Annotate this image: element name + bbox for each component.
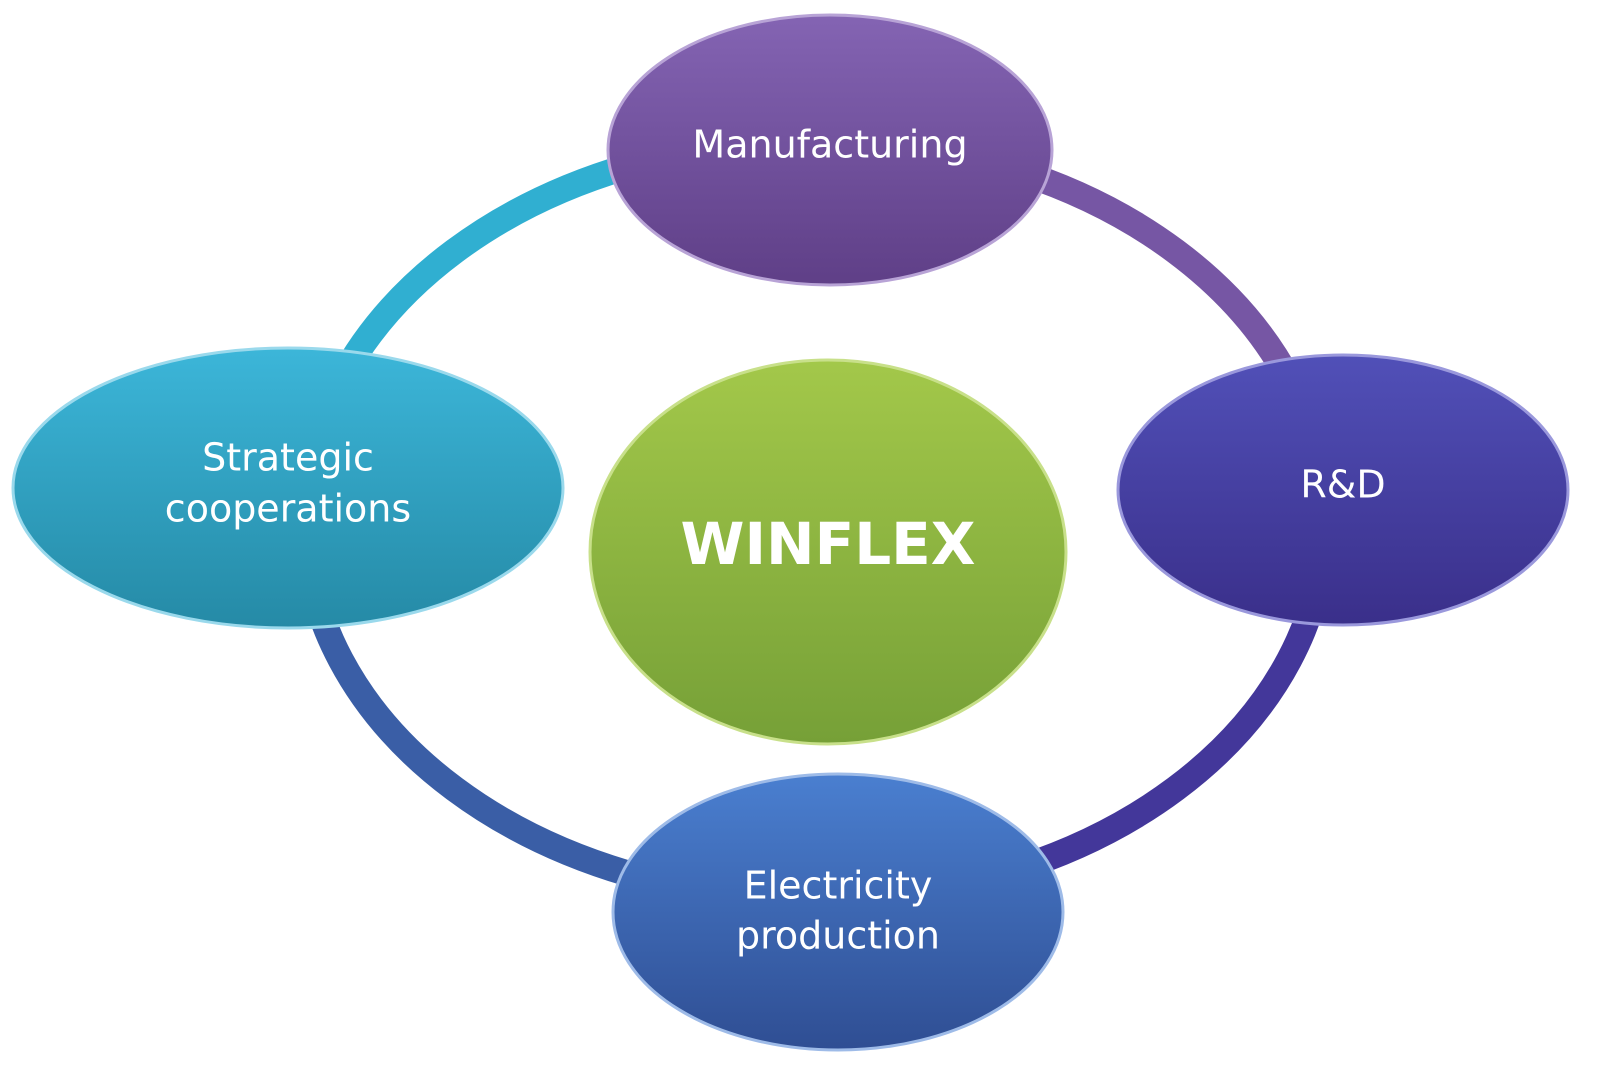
node-ellipse (606, 13, 1054, 287)
node-label: Strategic (202, 436, 374, 480)
node-label: Manufacturing (692, 123, 967, 167)
node-ellipse (11, 346, 565, 630)
node-label: Electricity (744, 864, 933, 908)
node-ellipse (611, 772, 1065, 1052)
node-ellipse (1116, 353, 1570, 627)
center-ellipse (588, 358, 1068, 746)
node-label: R&D (1300, 463, 1385, 507)
node-label: production (736, 914, 940, 958)
center-label: WINFLEX (680, 510, 975, 578)
node-label: cooperations (165, 487, 411, 531)
